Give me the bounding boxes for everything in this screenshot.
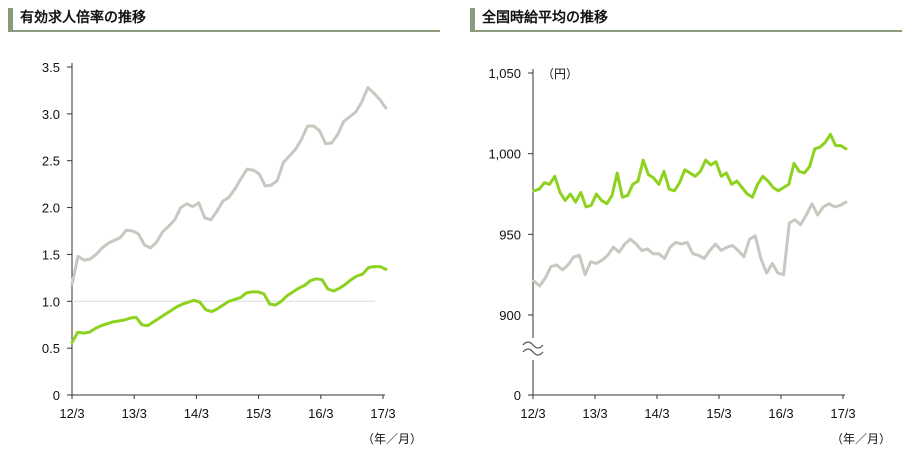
left-x-tick-label: 15/3	[246, 406, 271, 421]
axis-break-symbol-upper	[522, 341, 544, 349]
left-y-tick-label: 1.5	[42, 247, 60, 262]
left-y-tick-label: 2.5	[42, 154, 60, 169]
right-x-tick-label: 17/3	[830, 406, 855, 421]
axis-break-mask	[522, 338, 544, 360]
right-x-tick-label: 14/3	[644, 406, 669, 421]
left-chart-title: 有効求人倍率の推移	[8, 8, 440, 32]
left-series-line-1	[70, 265, 388, 344]
right-y-tick-label: 950	[499, 227, 521, 242]
right-x-unit: （年／月）	[831, 432, 891, 446]
left-y-tick-label: 3.5	[42, 60, 60, 75]
right-y-tick-label: 1,000	[488, 147, 521, 162]
right-series-line-0	[532, 200, 848, 288]
right-y-tick-label: 0	[514, 388, 521, 403]
right-y-tick-label: 1,050	[488, 66, 521, 81]
right-x-tick-label: 12/3	[520, 406, 545, 421]
left-y-tick-label: 3.0	[42, 107, 60, 122]
left-series-line-0	[70, 86, 388, 286]
left-x-unit: （年／月）	[362, 432, 422, 446]
right-x-tick-label: 16/3	[768, 406, 793, 421]
left-x-tick-label: 17/3	[370, 406, 395, 421]
right-y-unit: （円）	[542, 67, 578, 81]
right-x-tick-label: 15/3	[706, 406, 731, 421]
left-x-tick-label: 12/3	[59, 406, 84, 421]
left-y-tick-label: 0.5	[42, 341, 60, 356]
left-y-tick-label: 1.0	[42, 294, 60, 309]
axis-break-symbol-lower	[522, 348, 544, 356]
left-x-tick-label: 13/3	[122, 406, 147, 421]
left-y-tick-label: 0	[53, 388, 60, 403]
left-x-tick-label: 16/3	[308, 406, 333, 421]
right-series-line-1	[532, 132, 848, 209]
right-chart-title: 全国時給平均の推移	[470, 8, 902, 32]
right-y-tick-label: 900	[499, 308, 521, 323]
right-x-tick-label: 13/3	[582, 406, 607, 421]
left-y-tick-label: 2.0	[42, 201, 60, 216]
left-x-tick-label: 14/3	[184, 406, 209, 421]
